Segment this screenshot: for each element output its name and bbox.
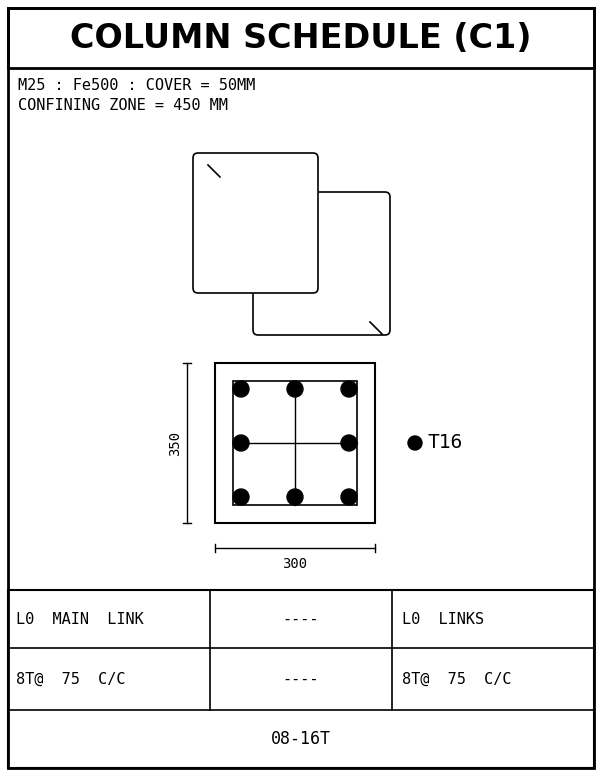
- Circle shape: [341, 381, 357, 397]
- Text: T16: T16: [427, 434, 462, 452]
- Text: L0  LINKS: L0 LINKS: [402, 611, 484, 626]
- Bar: [8, 8, 594, 68]
- FancyBboxPatch shape: [253, 192, 390, 335]
- Text: 08-16T: 08-16T: [271, 730, 331, 748]
- Text: 350: 350: [168, 431, 182, 456]
- Text: M25 : Fe500 : COVER = 50MM: M25 : Fe500 : COVER = 50MM: [18, 78, 255, 92]
- Circle shape: [233, 489, 249, 505]
- Text: ----: ----: [283, 611, 319, 626]
- Circle shape: [408, 436, 422, 450]
- Text: 300: 300: [282, 557, 308, 571]
- Circle shape: [341, 489, 357, 505]
- Text: CONFINING ZONE = 450 MM: CONFINING ZONE = 450 MM: [18, 98, 228, 113]
- Circle shape: [287, 381, 303, 397]
- FancyBboxPatch shape: [193, 153, 318, 293]
- Circle shape: [341, 435, 357, 451]
- Text: 8T@  75  C/C: 8T@ 75 C/C: [16, 671, 125, 687]
- Text: L0  MAIN  LINK: L0 MAIN LINK: [16, 611, 144, 626]
- Text: ----: ----: [283, 671, 319, 687]
- Text: COLUMN SCHEDULE (C1): COLUMN SCHEDULE (C1): [70, 22, 532, 54]
- Bar: [215, 363, 375, 523]
- Bar: [233, 381, 357, 505]
- Circle shape: [233, 381, 249, 397]
- Circle shape: [287, 489, 303, 505]
- Bar: [8, 590, 594, 768]
- Text: 8T@  75  C/C: 8T@ 75 C/C: [402, 671, 512, 687]
- Circle shape: [233, 435, 249, 451]
